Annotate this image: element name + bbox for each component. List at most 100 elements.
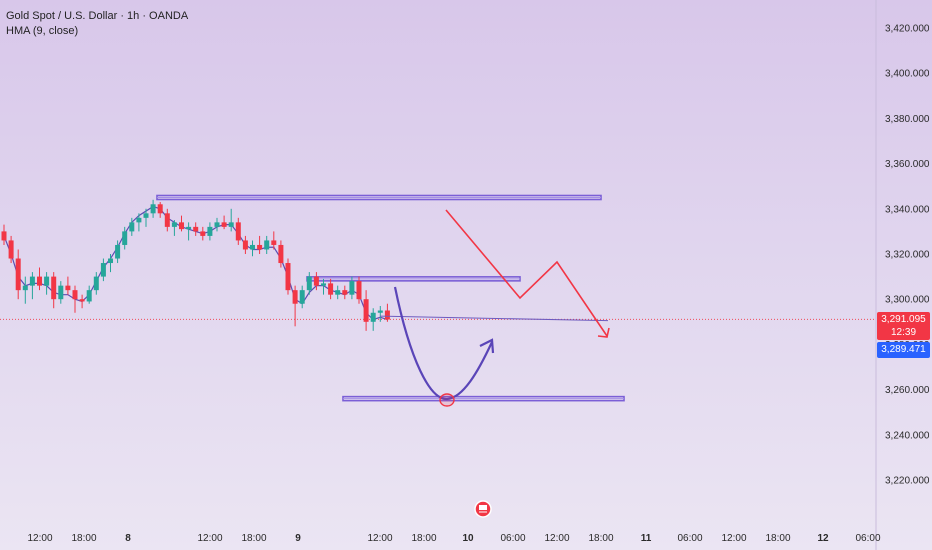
time-tick-label: 9 bbox=[295, 533, 301, 544]
flag-icon-stripe bbox=[479, 505, 487, 510]
indicator-label[interactable]: HMA (9, close) bbox=[6, 25, 79, 37]
time-tick-label: 06:00 bbox=[855, 533, 880, 544]
symbol-title[interactable]: Gold Spot / U.S. Dollar · 1h · OANDA bbox=[6, 10, 189, 22]
candle-body bbox=[44, 276, 50, 286]
candle-body bbox=[377, 310, 383, 313]
candle-body bbox=[292, 290, 298, 304]
bearish-forecast-path bbox=[445, 209, 608, 337]
time-tick-label: 12:00 bbox=[367, 533, 392, 544]
bar-countdown: 12:39 bbox=[890, 327, 917, 338]
time-axis[interactable]: 12:00 18:00 8 12:00 18:00 9 12:00 18:00 10 06:00 1… bbox=[27, 533, 880, 544]
candle-body bbox=[363, 299, 369, 322]
projection-line bbox=[379, 315, 609, 322]
candle-body bbox=[313, 276, 319, 286]
candle-body bbox=[29, 276, 35, 286]
candle-body bbox=[164, 213, 170, 227]
candle-body bbox=[100, 263, 106, 277]
candle-body bbox=[86, 290, 92, 302]
time-tick-label: 12:00 bbox=[27, 533, 52, 544]
candle-body bbox=[278, 244, 284, 264]
candle-body bbox=[22, 285, 28, 291]
time-tick-label: 18:00 bbox=[411, 533, 436, 544]
candles bbox=[1, 199, 390, 331]
price-tick-label: 3,340.000 bbox=[885, 204, 930, 215]
time-tick-label: 18:00 bbox=[71, 533, 96, 544]
candle-body bbox=[242, 240, 248, 250]
time-tick-label: 18:00 bbox=[588, 533, 613, 544]
forecast-drawings bbox=[379, 209, 610, 407]
candle-body bbox=[51, 276, 57, 300]
candle-body bbox=[299, 290, 305, 304]
time-tick-label: 12 bbox=[817, 533, 829, 544]
candle-body bbox=[115, 244, 121, 259]
candle-body bbox=[257, 244, 263, 250]
price-tick-label: 3,260.000 bbox=[885, 385, 930, 396]
candle-body bbox=[264, 240, 270, 250]
candle-body bbox=[15, 258, 21, 291]
candle-body bbox=[228, 222, 234, 227]
economic-event-icon[interactable] bbox=[474, 500, 492, 518]
price-axis[interactable]: 3,220.0003,240.0003,260.0003,280.0003,30… bbox=[885, 24, 930, 487]
candle-body bbox=[235, 222, 241, 241]
candle-body bbox=[370, 312, 376, 322]
candle-body bbox=[193, 226, 199, 232]
candle-body bbox=[214, 222, 220, 227]
time-tick-label: 12:00 bbox=[197, 533, 222, 544]
price-tick-label: 3,320.000 bbox=[885, 250, 930, 261]
last-price-value: 3,291.095 bbox=[881, 314, 926, 325]
candle-body bbox=[1, 231, 7, 241]
candle-body bbox=[349, 281, 355, 295]
bounce-forecast-curve bbox=[393, 286, 493, 401]
candle-body bbox=[186, 226, 192, 230]
time-tick-label: 18:00 bbox=[241, 533, 266, 544]
candle-body bbox=[157, 204, 163, 214]
candle-body bbox=[136, 217, 142, 223]
price-tick-label: 3,220.000 bbox=[885, 476, 930, 487]
price-tick-label: 3,240.000 bbox=[885, 430, 930, 441]
price-tick-label: 3,400.000 bbox=[885, 69, 930, 80]
candle-body bbox=[342, 290, 348, 295]
candle-body bbox=[8, 240, 14, 259]
candle-body bbox=[356, 281, 362, 300]
candle-body bbox=[143, 213, 149, 218]
time-tick-label: 12:00 bbox=[721, 533, 746, 544]
candle-body bbox=[65, 285, 71, 291]
candle-body bbox=[179, 222, 184, 230]
candle-body bbox=[384, 310, 390, 320]
bounce-arrowhead bbox=[479, 338, 495, 354]
candle-body bbox=[171, 222, 177, 227]
candle-body bbox=[150, 204, 156, 214]
level-lines bbox=[0, 194, 876, 402]
price-tick-label: 3,380.000 bbox=[885, 114, 930, 125]
candle-body bbox=[122, 231, 128, 245]
hma-value-badge: 3,289.471 bbox=[877, 342, 930, 358]
candle-body bbox=[72, 290, 78, 300]
chart-legend: Gold Spot / U.S. Dollar · 1h · OANDA HMA… bbox=[6, 9, 188, 39]
bearish-arrowhead bbox=[597, 327, 610, 338]
candle-body bbox=[328, 283, 334, 295]
candle-body bbox=[200, 231, 206, 236]
support-touch-marker bbox=[439, 393, 455, 407]
time-tick-label: 10 bbox=[462, 533, 474, 544]
candle-body bbox=[37, 276, 42, 286]
candle-body bbox=[79, 299, 85, 302]
candle-body bbox=[335, 290, 341, 295]
time-tick-label: 12:00 bbox=[544, 533, 569, 544]
candle-body bbox=[250, 244, 255, 250]
candle-body bbox=[321, 283, 326, 286]
candle-body bbox=[207, 226, 213, 236]
candle-body bbox=[108, 258, 113, 264]
candle-body bbox=[306, 276, 312, 291]
candle-body bbox=[221, 222, 227, 227]
price-tick-label: 3,360.000 bbox=[885, 159, 930, 170]
time-tick-label: 8 bbox=[125, 533, 131, 544]
candle-body bbox=[93, 276, 99, 291]
candle-body bbox=[58, 285, 64, 300]
time-tick-label: 06:00 bbox=[500, 533, 525, 544]
candle-body bbox=[285, 263, 291, 291]
price-tick-label: 3,300.000 bbox=[885, 295, 930, 306]
time-tick-label: 06:00 bbox=[677, 533, 702, 544]
price-tick-label: 3,420.000 bbox=[885, 24, 930, 35]
time-tick-label: 11 bbox=[641, 533, 652, 544]
